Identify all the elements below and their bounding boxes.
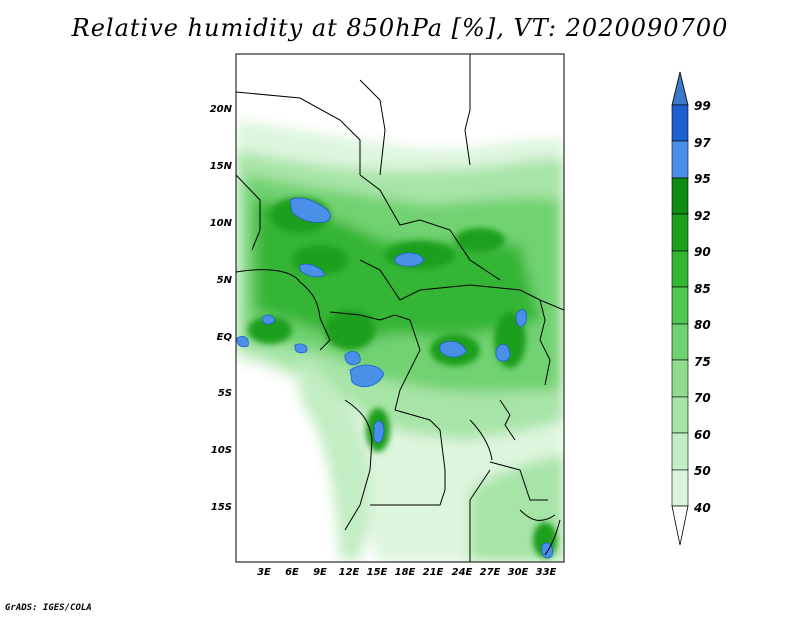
colorbar-label: 40 <box>694 501 711 515</box>
colorbar-label: 90 <box>694 245 711 259</box>
lon-label: 6E <box>285 567 299 578</box>
lat-label: 20N <box>209 104 232 115</box>
colorbar-label: 92 <box>694 209 711 223</box>
chart-title: Relative humidity at 850hPa [%], VT: 202… <box>71 14 729 42</box>
colorbar-label: 50 <box>694 464 711 478</box>
lat-label: 5S <box>217 388 232 399</box>
lon-label: 9E <box>313 567 327 578</box>
lon-label: 3E <box>257 567 271 578</box>
lat-label: EQ <box>216 332 232 343</box>
colorbar-label: 80 <box>694 318 711 332</box>
credit-text: GrADS: IGES/COLA <box>5 603 92 613</box>
colorbar-label: 99 <box>694 99 711 113</box>
colorbar <box>671 71 689 546</box>
colorbar-label: 75 <box>694 355 711 369</box>
lon-label: 33E <box>535 567 557 578</box>
plot-frame <box>235 53 565 563</box>
lat-label: 10N <box>209 218 232 229</box>
colorbar-label: 95 <box>694 172 711 186</box>
lon-label: 18E <box>394 567 416 578</box>
colorbar-label: 97 <box>694 136 711 150</box>
lon-label: 24E <box>451 567 473 578</box>
colorbar-label: 60 <box>694 428 711 442</box>
lon-label: 30E <box>507 567 529 578</box>
colorbar-label: 70 <box>694 391 711 405</box>
lat-label: 15N <box>209 161 232 172</box>
lat-label: 15S <box>210 502 232 513</box>
lon-label: 21E <box>422 567 444 578</box>
colorbar-label: 85 <box>694 282 711 296</box>
lon-label: 27E <box>479 567 501 578</box>
humidity-field <box>236 54 564 562</box>
lon-label: 12E <box>338 567 360 578</box>
lat-label: 10S <box>210 445 232 456</box>
lat-label: 5N <box>216 275 232 286</box>
lon-label: 15E <box>366 567 388 578</box>
